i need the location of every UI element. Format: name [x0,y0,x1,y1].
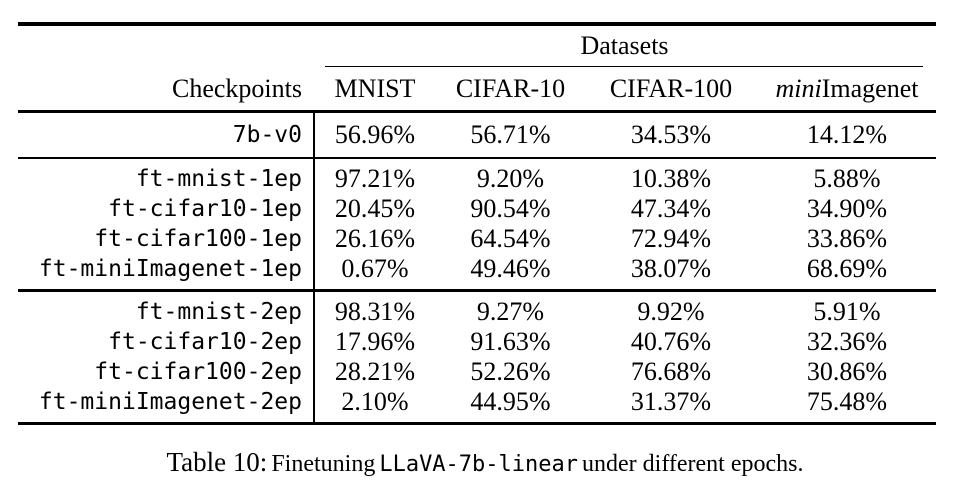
checkpoint-name: ft-cifar100-1ep [94,226,302,252]
checkpoint-name: 7b-v0 [232,121,302,148]
table-row: 7b-v0 56.96% 56.71% 34.53% 14.12% [18,118,936,152]
accuracy-cifar100: 40.76% [630,326,712,356]
accuracy-miniimagenet: 30.86% [806,356,888,386]
accuracy-cifar100: 10.38% [630,164,712,193]
table-row: ft-miniImagenet-1ep 0.67% 49.46% 38.07% … [18,254,936,284]
table-row: ft-cifar10-2ep 17.96% 91.63% 40.76% 32.3… [18,327,936,357]
accuracy-cifar100: 72.94% [630,224,712,253]
miniimagenet-rest-part: Imagenet [821,73,919,103]
datasets-underline-rule [325,65,923,67]
epoch1-block: ft-mnist-1ep 97.21% 9.20% 10.38% 5.88% f… [18,159,936,289]
accuracy-cifar10: 90.54% [470,194,551,223]
accuracy-cifar10: 91.63% [470,326,551,356]
accuracy-mnist: 97.21% [334,164,416,193]
header-bottom-rule [18,110,936,113]
accuracy-cifar10: 64.54% [470,224,551,253]
accuracy-cifar10: 9.20% [476,164,545,193]
accuracy-cifar10: 52.26% [470,356,551,386]
accuracy-miniimagenet: 33.86% [806,224,888,253]
checkpoint-name: ft-miniImagenet-1ep [38,256,302,282]
caption-label: Table 10: [166,447,268,477]
accuracy-miniimagenet: 5.88% [813,164,881,193]
table-caption: Table 10: Finetuning LLaVA-7b-linear und… [0,447,970,478]
accuracy-mnist: 28.21% [334,356,416,386]
caption-code: LLaVA-7b-linear [379,452,579,477]
column-divider [313,291,315,422]
column-header-cifar10: CIFAR-10 [455,73,566,103]
accuracy-cifar100: 76.68% [630,356,712,386]
checkpoint-name: ft-miniImagenet-2ep [38,388,302,415]
accuracy-mnist: 56.96% [334,119,416,149]
checkpoint-name: ft-mnist-2ep [135,298,302,325]
accuracy-mnist: 17.96% [334,326,416,356]
base-checkpoint-block: 7b-v0 56.96% 56.71% 34.53% 14.12% [18,112,936,157]
checkpoint-name: ft-cifar100-2ep [94,358,302,385]
datasets-header-row: Datasets [18,26,936,66]
accuracy-cifar10: 56.71% [470,119,551,149]
block-separator-rule [18,289,936,292]
accuracy-miniimagenet: 14.12% [806,119,888,149]
checkpoint-name: ft-cifar10-2ep [108,328,302,355]
accuracy-cifar100: 9.92% [637,296,705,326]
epoch2-block: ft-mnist-2ep 98.31% 9.27% 9.92% 5.91% ft… [18,291,936,422]
accuracy-miniimagenet: 32.36% [806,326,888,356]
accuracy-miniimagenet: 5.91% [813,296,881,326]
column-header-miniimagenet: miniImagenet [758,74,936,104]
caption-text-before: Finetuning [271,451,376,477]
accuracy-mnist: 98.31% [334,296,416,326]
table-row: ft-cifar100-1ep 26.16% 64.54% 72.94% 33.… [18,224,936,254]
accuracy-cifar10: 9.27% [476,296,545,326]
accuracy-cifar100: 31.37% [630,386,712,416]
accuracy-mnist: 20.45% [334,194,416,223]
results-table: Datasets Checkpoints MNIST CIFAR-10 CIFA… [18,22,936,425]
table-row: ft-mnist-1ep 97.21% 9.20% 10.38% 5.88% [18,164,936,194]
accuracy-cifar100: 47.34% [630,194,712,223]
column-divider [313,159,315,289]
accuracy-cifar10: 49.46% [470,254,551,283]
checkpoints-header: Checkpoints [172,73,302,103]
datasets-header: Datasets [580,30,669,60]
accuracy-cifar100: 38.07% [630,254,712,283]
column-divider [313,112,315,157]
checkpoint-name: ft-mnist-1ep [135,166,302,192]
accuracy-mnist: 0.67% [341,254,409,283]
accuracy-cifar100: 34.53% [630,119,712,149]
block-separator-rule [18,156,936,159]
table-row: ft-mnist-2ep 98.31% 9.27% 9.92% 5.91% [18,297,936,327]
table-row: ft-cifar100-2ep 28.21% 52.26% 76.68% 30.… [18,357,936,387]
accuracy-mnist: 2.10% [341,386,409,416]
miniimagenet-italic-part: mini [775,73,822,103]
accuracy-miniimagenet: 68.69% [806,254,888,283]
accuracy-miniimagenet: 75.48% [806,386,888,416]
bottom-rule [18,421,936,425]
table-row: ft-miniImagenet-2ep 2.10% 44.95% 31.37% … [18,387,936,417]
column-header-mnist: MNIST [334,73,416,103]
accuracy-mnist: 26.16% [334,224,416,253]
checkpoint-name: ft-cifar10-1ep [108,196,302,222]
table-row: ft-cifar10-1ep 20.45% 90.54% 47.34% 34.9… [18,194,936,224]
accuracy-cifar10: 44.95% [470,386,551,416]
column-header-row: Checkpoints MNIST CIFAR-10 CIFAR-100 min… [18,67,936,110]
caption-text-after: under different epochs. [582,451,804,477]
top-rule [18,22,936,26]
accuracy-miniimagenet: 34.90% [806,194,888,223]
column-header-cifar100: CIFAR-100 [609,73,733,103]
